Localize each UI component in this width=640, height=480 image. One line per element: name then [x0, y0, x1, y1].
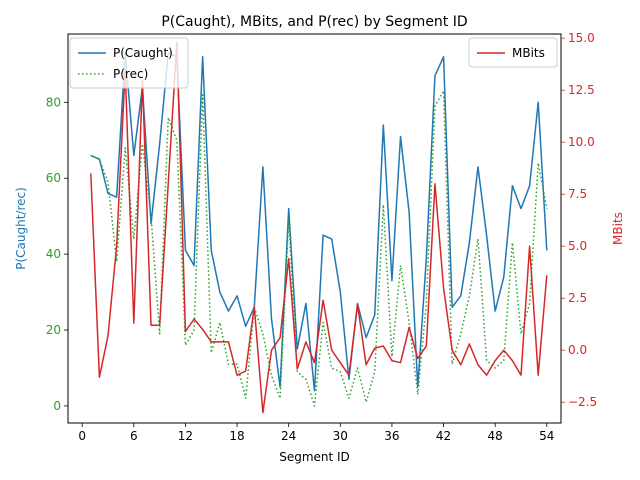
x-tick-label: 42 [436, 429, 451, 443]
left-y-tick-label: 60 [46, 171, 61, 185]
x-axis-title: Segment ID [279, 450, 350, 464]
legend-label-p-caught: P(Caught) [113, 46, 173, 60]
right-y-tick-label: −2.5 [568, 395, 597, 409]
right-y-tick-label: 0.0 [568, 343, 587, 357]
x-axis: 0 6 12 18 24 30 36 42 48 54 [78, 423, 554, 443]
left-y-axis: 0 20 40 60 80 [46, 95, 68, 413]
legend-box [69, 37, 189, 89]
x-tick-label: 6 [130, 429, 138, 443]
right-y-tick-label: 7.5 [568, 187, 587, 201]
x-tick-label: 12 [178, 429, 193, 443]
x-tick-label: 18 [229, 429, 244, 443]
legend-label-p-rec: P(rec) [113, 67, 148, 81]
right-y-tick-label: 10.0 [568, 135, 595, 149]
left-y-tick-label: 20 [46, 323, 61, 337]
right-y-axis: −2.5 0.0 2.5 5.0 7.5 10.0 12.5 15.0 [561, 31, 597, 409]
left-y-tick-label: 80 [46, 95, 61, 109]
x-tick-label: 30 [333, 429, 348, 443]
x-tick-label: 24 [281, 429, 296, 443]
right-y-tick-label: 12.5 [568, 83, 595, 97]
left-y-axis-title: P(Caught/rec) [14, 187, 28, 270]
x-tick-label: 54 [539, 429, 554, 443]
right-y-tick-label: 5.0 [568, 239, 587, 253]
right-y-axis-title: MBits [611, 212, 625, 245]
x-tick-label: 36 [384, 429, 399, 443]
axes-frame [67, 33, 562, 424]
right-y-tick-label: 15.0 [568, 31, 595, 45]
right-y-tick-label: 2.5 [568, 291, 587, 305]
legend-label-mbits: MBits [512, 46, 545, 60]
x-tick-label: 0 [78, 429, 86, 443]
left-y-tick-label: 0 [53, 399, 61, 413]
x-tick-label: 48 [488, 429, 503, 443]
left-y-tick-label: 40 [46, 247, 61, 261]
chart-title: P(Caught), MBits, and P(rec) by Segment … [161, 14, 467, 30]
legend-box [468, 37, 558, 68]
series-line-mbits [90, 41, 548, 414]
legend-right: MBits [468, 37, 558, 68]
legend-left: P(Caught) P(rec) [69, 37, 189, 89]
